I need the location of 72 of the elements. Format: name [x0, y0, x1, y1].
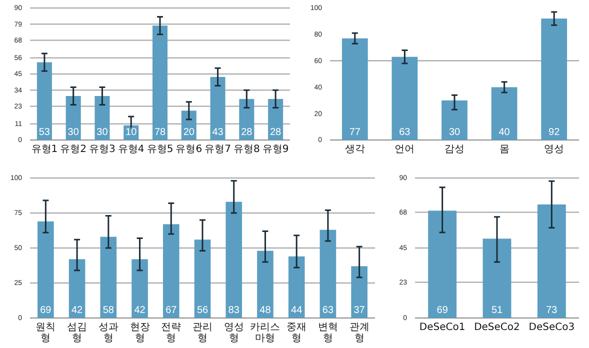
- data-label: 28: [241, 127, 253, 138]
- x-tick-label: 섬김형: [67, 322, 88, 344]
- bar: [392, 56, 418, 140]
- x-tick-label: 현장형: [130, 322, 150, 344]
- x-tick-label: 유형2: [60, 144, 87, 155]
- data-label: 92: [548, 127, 560, 138]
- bar: [320, 230, 336, 318]
- bar: [257, 250, 274, 318]
- bar: [162, 224, 180, 318]
- bar: [152, 26, 168, 140]
- data-label: 40: [498, 127, 510, 138]
- x-tick-label: 카리스마형: [250, 322, 280, 344]
- x-tick-label: DeSeCo3: [528, 322, 575, 333]
- data-label: 83: [228, 305, 240, 316]
- x-tick-label: 성과형: [98, 322, 118, 344]
- bar: [482, 238, 512, 318]
- bar: [541, 18, 568, 140]
- x-tick-label: 전략형: [161, 322, 182, 344]
- x-tick-label: 유형3: [89, 144, 116, 155]
- data-label: 42: [71, 305, 84, 316]
- x-tick-label: DeSeCo2: [474, 322, 520, 333]
- data-label: 58: [102, 305, 114, 316]
- x-tick-label: 영성: [544, 144, 564, 155]
- x-tick-label: 언어: [394, 144, 415, 155]
- bar: [194, 240, 211, 318]
- x-tick-label: 유형8: [233, 144, 260, 155]
- x-tick-label: 유형9: [262, 144, 289, 155]
- x-tick-label: 감성: [444, 144, 464, 155]
- data-label: 30: [96, 127, 108, 138]
- data-label: 51: [491, 305, 503, 316]
- x-tick-label: 원칙형: [36, 322, 56, 344]
- data-label: 53: [38, 127, 50, 138]
- x-tick-label: 영성형: [224, 322, 244, 344]
- x-tick-label: 생각: [344, 144, 365, 155]
- bar: [38, 221, 54, 318]
- data-label: 48: [260, 305, 272, 316]
- data-label: 37: [354, 305, 366, 316]
- data-label: 78: [154, 127, 166, 138]
- data-label: 42: [134, 305, 146, 316]
- data-label: 30: [68, 127, 80, 138]
- x-tick-label: 유형7: [204, 144, 231, 155]
- data-label: 56: [196, 305, 208, 316]
- data-label: 69: [40, 305, 52, 316]
- data-label: 73: [546, 305, 558, 316]
- bar: [132, 259, 148, 318]
- x-tick-label: DeSeCo1: [419, 322, 466, 333]
- x-tick-label: 유형1: [31, 144, 58, 155]
- x-tick-label: 몸: [499, 144, 510, 155]
- bar: [537, 204, 566, 318]
- bar: [342, 38, 368, 140]
- x-tick-label: 중재형: [286, 322, 307, 344]
- data-label: 63: [399, 127, 411, 138]
- data-label: 67: [166, 305, 178, 316]
- data-label: 44: [291, 305, 303, 316]
- x-tick-label: 유형4: [118, 144, 144, 155]
- data-label: 63: [322, 305, 334, 316]
- data-label: 69: [436, 305, 448, 316]
- x-tick-label: 관계형: [349, 322, 370, 344]
- bar: [491, 87, 518, 140]
- x-tick-label: 유형5: [146, 144, 174, 155]
- x-tick-label: 변혁형: [318, 322, 338, 344]
- data-label: 28: [270, 127, 282, 138]
- x-tick-label: 관리형: [192, 322, 212, 344]
- data-label: 20: [183, 127, 195, 138]
- data-label: 77: [349, 127, 361, 138]
- bar: [36, 62, 52, 140]
- data-label: 30: [448, 127, 460, 138]
- data-label: 43: [212, 127, 224, 138]
- x-tick-label: 유형6: [176, 144, 202, 155]
- bar: [100, 236, 117, 318]
- bar: [226, 202, 242, 318]
- bar: [428, 210, 457, 318]
